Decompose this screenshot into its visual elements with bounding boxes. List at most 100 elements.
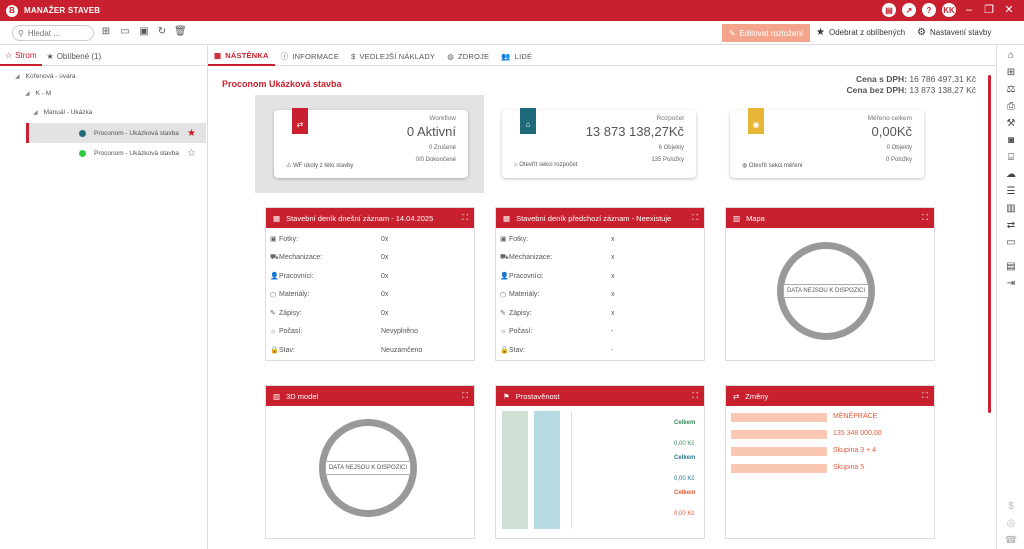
tree-item[interactable]: ◢ K - M [25,90,52,97]
document-icon[interactable]: ▤ [882,3,896,17]
people-icon: 👥 [501,51,511,61]
favorite-star-icon[interactable]: ★ [187,127,196,139]
diary-row: ☼ Počasí: - [500,328,614,336]
pencil-icon: ✎ [728,28,736,38]
restore-button[interactable]: ❐ [984,4,994,16]
divider [571,411,572,529]
search-icon: ⚲ [18,28,24,38]
budget-card[interactable]: ⌂ Rozpočet 13 873 138,27Kč 6 Objekty 135… [502,108,696,178]
dollar-circle-icon: ◉ [748,108,764,134]
person-icon: 👤 [270,273,279,281]
tab-resources[interactable]: ◍ ZDROJE [447,51,490,61]
map-icon: ▥ [733,213,741,223]
expand-icon[interactable]: ⛶ [462,213,468,222]
home-icon[interactable]: ⌂ [1007,50,1015,61]
diary-row: ✎ Zápisy: 0x [270,309,389,318]
pencil-icon: ✎ [500,310,506,318]
scrollbar[interactable] [988,75,991,413]
measured-link[interactable]: ◍ Otevřít sekci měření [742,163,803,169]
diary-row: ⬡ Materiály: 0x [270,291,389,299]
progress-bar [502,411,528,529]
cloud-icon[interactable]: ☁ [1006,169,1016,180]
printer-icon[interactable]: ⎙ [1007,101,1015,112]
diary-row: ⛟ Mechanizace: x [500,254,615,262]
diary-row: 👤 Pracovníci: x [500,272,615,281]
transfer-icon[interactable]: ⇄ [1006,220,1016,231]
search-box[interactable]: ⚲ [12,25,94,41]
user-avatar[interactable]: KK [942,3,956,17]
building-icon: ▥ [273,391,281,401]
tab-people[interactable]: 👥 LIDÉ [501,51,533,61]
measured-card[interactable]: ◉ Měřeno celkem 0,00Kč 0 Objekty 0 Polož… [730,108,924,178]
bank-icon[interactable]: ⌸ [1008,152,1014,163]
price-without-vat: Cena bez DPH: 13 873 138,27 Kč [846,85,976,95]
star-icon: ★ [816,27,825,38]
expand-arrow-icon[interactable]: ◢ [25,91,30,97]
diary-row: ▣ Fotky: 0x [270,235,389,244]
flag-icon: ⚑ [503,391,510,401]
progress-panel: ⚑ Prostavěnost ⛶ [495,385,705,539]
left-tabs: ☆ Strom ★ Oblíbené (1) [0,46,206,66]
tab-info[interactable]: ⓘ INFORMACE [280,51,340,61]
remove-favorite-button[interactable]: ★ Odebrat z oblíbených [816,27,906,38]
project-tree: ◢ Kořenová - úvara ◢ K - M ◢ Manuál - Uk… [0,68,206,163]
minimize-button[interactable]: – [965,4,973,16]
globe-icon: ◍ [447,51,454,61]
camera-icon[interactable]: ◙ [1007,135,1015,146]
crane-icon[interactable]: ⚒ [1006,118,1016,129]
add-folder-icon[interactable]: ▭ [120,26,130,37]
dollar-icon[interactable]: $ [1008,501,1014,512]
expand-arrow-icon[interactable]: ◢ [33,110,38,116]
expand-arrow-icon[interactable]: ◢ [15,74,20,80]
expand-icon[interactable]: ⛶ [692,213,698,222]
tab-favorites[interactable]: ★ Oblíbené (1) [46,51,102,61]
warning-icon: ⚠ [286,163,292,169]
list-icon[interactable]: ☰ [1006,186,1016,197]
document-plus-icon[interactable]: ⊞ [1006,67,1016,78]
export-icon[interactable]: ⇥ [1006,278,1016,289]
help-icon[interactable]: ? [922,3,936,17]
edit-layout-button[interactable]: ✎ Editovat rozložení [722,24,810,42]
progress-label: Celkem [674,490,696,496]
tree-item[interactable]: Proconom - Ukázková stavba ☆ [26,143,206,163]
home-icon: ⌂ [520,108,536,134]
expand-icon[interactable]: ⛶ [462,391,468,400]
refresh-icon[interactable]: ↻ [157,26,167,37]
report-icon[interactable]: ▤ [1006,261,1016,272]
book-icon[interactable]: ▥ [1006,203,1016,214]
phone-icon[interactable]: ☎ [1004,535,1018,546]
change-bar [731,430,827,439]
change-label: 135 348 000,00 [833,430,882,437]
lock-icon: 🔒 [500,347,509,355]
person-icon: 👤 [500,273,509,281]
tree-item[interactable]: ◢ Manuál - Ukázka [33,109,93,116]
export-icon[interactable]: ↗ [902,3,916,17]
diary-previous-panel: ▦ Stavební deník předchozí záznam - Neexi… [495,207,705,361]
swap-icon: ⇄ [733,391,740,401]
settings-button[interactable]: ⚙ Nastavení stavby [917,27,992,38]
search-input[interactable] [27,28,88,38]
tab-dashboard[interactable]: ▦ NÁSTĚNKA [208,46,275,66]
tree-item-selected[interactable]: Proconom - Ukázková stavba ★ [26,123,206,143]
monitor-icon[interactable]: ▭ [1006,237,1016,248]
expand-icon[interactable]: ⛶ [692,391,698,400]
save-icon[interactable]: ▣ [139,26,149,37]
trash-icon[interactable]: 🗑 [174,26,187,37]
workflow-link[interactable]: ⚠ WF úkoly z této stavby [286,163,354,169]
expand-icon[interactable]: ⛶ [922,391,928,400]
support-icon[interactable]: ◎ [1006,518,1016,529]
close-button[interactable]: ✕ [1004,4,1014,16]
scale-icon[interactable]: ⚖ [1006,84,1016,95]
photo-icon: ▣ [270,236,277,244]
cube-icon: ⬡ [270,291,277,299]
tab-tree[interactable]: ☆ Strom [0,46,42,66]
tree-item[interactable]: ◢ Kořenová - úvara [15,73,76,80]
add-icon[interactable]: ⊞ [101,26,111,37]
tab-side-costs[interactable]: $ VEDLEJŠÍ NÁKLADY [351,51,436,61]
favorite-star-outline-icon[interactable]: ☆ [187,147,196,159]
budget-link[interactable]: ⌂ Otevřít sekci rozpočet [514,162,578,168]
divider [207,45,208,549]
dollar-circle-icon: ◍ [742,163,748,169]
workflow-card[interactable]: ⇄ Workflow 0 Aktivní 0 Zrušené 0/0 Dokon… [274,108,468,178]
expand-icon[interactable]: ⛶ [922,213,928,222]
